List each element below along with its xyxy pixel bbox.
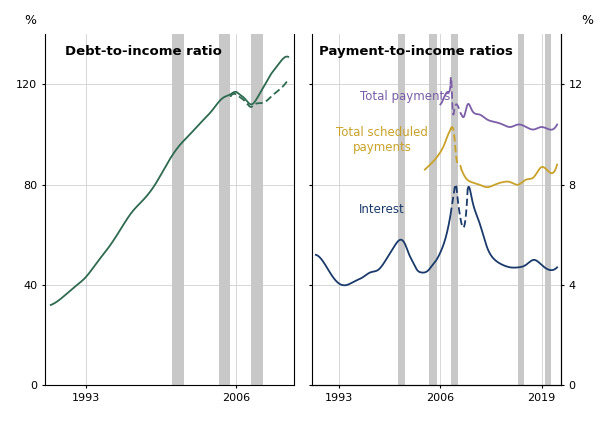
Bar: [518, 34, 524, 385]
Text: Debt-to-income ratio: Debt-to-income ratio: [65, 45, 222, 58]
Text: Interest: Interest: [359, 203, 405, 216]
Text: %: %: [581, 14, 593, 27]
Bar: [429, 34, 437, 385]
Bar: [251, 34, 263, 385]
Text: Total payments: Total payments: [360, 90, 451, 104]
Bar: [172, 34, 184, 385]
Bar: [545, 34, 551, 385]
Text: %: %: [24, 14, 36, 27]
Text: Payment-to-income ratios: Payment-to-income ratios: [319, 45, 514, 58]
Bar: [219, 34, 230, 385]
Bar: [398, 34, 406, 385]
Bar: [451, 34, 458, 385]
Text: Total scheduled
payments: Total scheduled payments: [336, 125, 428, 154]
